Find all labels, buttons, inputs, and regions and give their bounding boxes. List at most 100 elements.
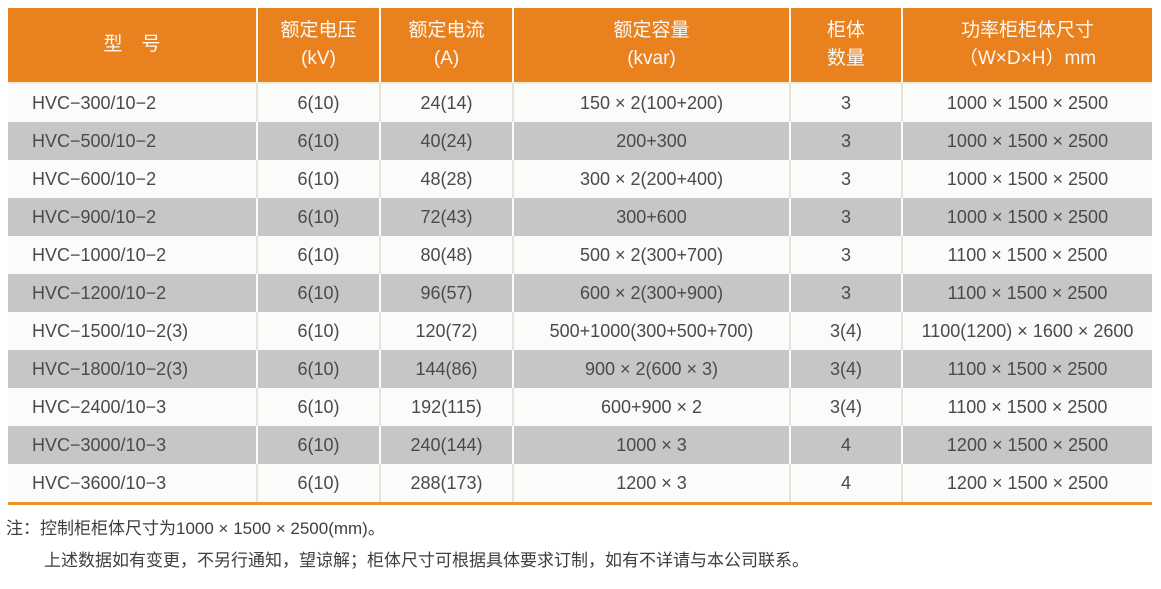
cell-cabinets: 3 [789, 198, 902, 236]
cell-dimensions: 1000 × 1500 × 2500 [901, 83, 1152, 122]
cell-dimensions: 1000 × 1500 × 2500 [901, 122, 1152, 160]
cell-dimensions: 1100 × 1500 × 2500 [901, 274, 1152, 312]
cell-model: HVC−900/10−2 [8, 198, 257, 236]
note-text-1: 控制柜柜体尺寸为1000 × 1500 × 2500(mm)。 [40, 519, 385, 538]
table-row: HVC−1800/10−2(3) 6(10) 144(86) 900 × 2(600 … [8, 350, 1152, 388]
cell-model: HVC−1200/10−2 [8, 274, 257, 312]
cell-voltage: 6(10) [256, 160, 380, 198]
cell-dimensions: 1200 × 1500 × 2500 [901, 464, 1152, 504]
cell-capacity: 200+300 [512, 122, 790, 160]
cell-voltage: 6(10) [256, 464, 380, 504]
header-label: 柜体 [826, 20, 865, 42]
cell-voltage: 6(10) [256, 274, 380, 312]
table-row: HVC−3000/10−3 6(10) 240(144) 1000 × 3 4 1200 … [8, 426, 1152, 464]
cell-model: HVC−1500/10−2(3) [8, 312, 257, 350]
header-cell-dimensions: 功率柜柜体尺寸 （W×D×H）mm [901, 8, 1152, 84]
table-row: HVC−1200/10−2 6(10) 96(57) 600 × 2(300+900)… [8, 274, 1152, 312]
cell-dimensions: 1000 × 1500 × 2500 [901, 198, 1152, 236]
cell-current: 24(14) [379, 83, 513, 122]
cell-current: 144(86) [379, 350, 513, 388]
cell-capacity: 1000 × 3 [512, 426, 790, 464]
spec-table-header: 型 号 额定电压 (kV) 额定电流 (A) 额定容量 (kvar) 柜体 [8, 8, 1152, 84]
table-row: HVC−300/10−2 6(10) 24(14) 150 × 2(100+200) 3… [8, 83, 1152, 122]
cell-model: HVC−300/10−2 [8, 83, 257, 122]
cell-model: HVC−600/10−2 [8, 160, 257, 198]
cell-voltage: 6(10) [256, 236, 380, 274]
header-sublabel: 数量 [826, 48, 865, 69]
header-cell-voltage: 额定电压 (kV) [256, 8, 380, 84]
cell-capacity: 500+1000(300+500+700) [512, 312, 790, 350]
cell-current: 192(115) [379, 388, 513, 426]
header-cell-capacity: 额定容量 (kvar) [512, 8, 790, 84]
header-label: 额定电流 [408, 20, 485, 42]
cell-model: HVC−2400/10−3 [8, 388, 257, 426]
cell-capacity: 500 × 2(300+700) [512, 236, 790, 274]
cell-voltage: 6(10) [256, 312, 380, 350]
cell-cabinets: 3(4) [789, 350, 902, 388]
header-cell-current: 额定电流 (A) [379, 8, 513, 84]
cell-current: 72(43) [379, 198, 513, 236]
note-line-2: 上述数据如有变更，不另行通知，望谅解；柜体尺寸可根据具体要求订制，如有不详请与本… [44, 551, 809, 570]
header-label: 额定容量 [613, 20, 690, 42]
cell-voltage: 6(10) [256, 122, 380, 160]
cell-cabinets: 4 [789, 464, 902, 504]
cell-cabinets: 4 [789, 426, 902, 464]
cell-current: 120(72) [379, 312, 513, 350]
header-cell-cabinets: 柜体 数量 [789, 8, 902, 84]
cell-model: HVC−1000/10−2 [8, 236, 257, 274]
cell-cabinets: 3 [789, 160, 902, 198]
table-row: HVC−500/10−2 6(10) 40(24) 200+300 3 1000 × 15… [8, 122, 1152, 160]
table-row: HVC−900/10−2 6(10) 72(43) 300+600 3 1000 × 15… [8, 198, 1152, 236]
cell-model: HVC−1800/10−2(3) [8, 350, 257, 388]
spec-table: 型 号 额定电压 (kV) 额定电流 (A) 额定容量 (kvar) 柜体 [8, 8, 1152, 505]
cell-capacity: 600+900 × 2 [512, 388, 790, 426]
cell-voltage: 6(10) [256, 350, 380, 388]
header-sublabel: (kvar) [627, 48, 676, 69]
cell-cabinets: 3 [789, 122, 902, 160]
cell-dimensions: 1200 × 1500 × 2500 [901, 426, 1152, 464]
cell-voltage: 6(10) [256, 426, 380, 464]
cell-current: 80(48) [379, 236, 513, 274]
cell-cabinets: 3 [789, 236, 902, 274]
header-sublabel: (A) [433, 48, 460, 69]
cell-capacity: 1200 × 3 [512, 464, 790, 504]
cell-dimensions: 1100 × 1500 × 2500 [901, 388, 1152, 426]
spec-table-body: HVC−300/10−2 6(10) 24(14) 150 × 2(100+200) 3… [8, 83, 1152, 504]
cell-dimensions: 1100(1200) × 1600 × 2600 [901, 312, 1152, 350]
cell-voltage: 6(10) [256, 198, 380, 236]
cell-current: 240(144) [379, 426, 513, 464]
table-row: HVC−2400/10−3 6(10) 192(115) 600+900 × 2 3(4… [8, 388, 1152, 426]
cell-dimensions: 1100 × 1500 × 2500 [901, 236, 1152, 274]
cell-dimensions: 1000 × 1500 × 2500 [901, 160, 1152, 198]
cell-current: 96(57) [379, 274, 513, 312]
cell-capacity: 300 × 2(200+400) [512, 160, 790, 198]
cell-cabinets: 3(4) [789, 388, 902, 426]
footnotes: 注：控制柜柜体尺寸为1000 × 1500 × 2500(mm)。 上述数据如有… [6, 513, 809, 577]
header-label: 功率柜柜体尺寸 [960, 20, 1094, 42]
cell-capacity: 300+600 [512, 198, 790, 236]
cell-model: HVC−3600/10−3 [8, 464, 257, 504]
cell-cabinets: 3 [789, 83, 902, 122]
header-sublabel: （W×D×H）mm [958, 48, 1097, 69]
table-row: HVC−3600/10−3 6(10) 288(173) 1200 × 3 4 1200 … [8, 464, 1152, 504]
cell-model: HVC−3000/10−3 [8, 426, 257, 464]
cell-voltage: 6(10) [256, 388, 380, 426]
cell-capacity: 150 × 2(100+200) [512, 83, 790, 122]
cell-current: 48(28) [379, 160, 513, 198]
note-line-1: 注：控制柜柜体尺寸为1000 × 1500 × 2500(mm)。 [6, 513, 809, 545]
table-row: HVC−1000/10−2 6(10) 80(48) 500 × 2(300+700)… [8, 236, 1152, 274]
cell-dimensions: 1100 × 1500 × 2500 [901, 350, 1152, 388]
table-header-row: 型 号 额定电压 (kV) 额定电流 (A) 额定容量 (kvar) 柜体 [8, 8, 1152, 84]
note-label: 注： [6, 519, 40, 538]
cell-cabinets: 3(4) [789, 312, 902, 350]
header-label: 型 号 [103, 34, 161, 56]
cell-capacity: 600 × 2(300+900) [512, 274, 790, 312]
cell-voltage: 6(10) [256, 83, 380, 122]
cell-current: 288(173) [379, 464, 513, 504]
cell-current: 40(24) [379, 122, 513, 160]
header-sublabel: (kV) [301, 48, 336, 69]
table-row: HVC−1500/10−2(3) 6(10) 120(72) 500+1000(300… [8, 312, 1152, 350]
header-label: 额定电压 [280, 20, 357, 42]
cell-model: HVC−500/10−2 [8, 122, 257, 160]
